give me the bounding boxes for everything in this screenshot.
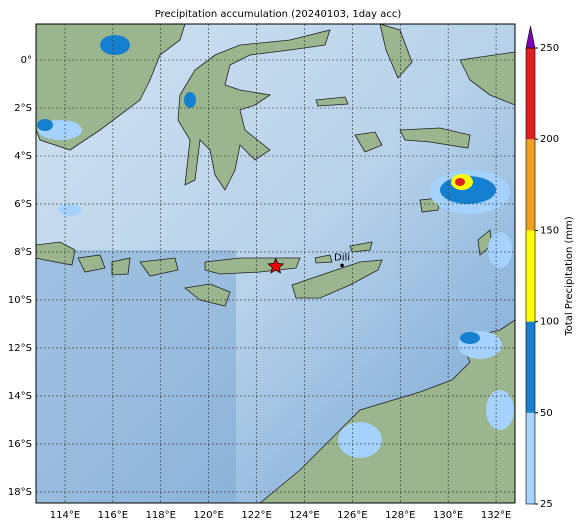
lon-tick-label: 126°E — [337, 510, 367, 521]
title: Precipitation accumulation (20240103, 1d… — [155, 9, 402, 20]
lat-tick-label: 10°S — [8, 295, 32, 306]
lat-tick-label: 14°S — [8, 391, 32, 402]
colorbar-extend — [525, 25, 536, 49]
lat-tick-label: 16°S — [8, 439, 32, 450]
axes: 114°E 116°E 118°E 120°E 122°E 124°E 126°E 128°E… — [8, 55, 511, 521]
colorbar-segment — [526, 412, 535, 504]
colorbar-tick-label: 25 — [540, 499, 553, 510]
colorbar-tick-label: 50 — [540, 408, 553, 419]
colorbar-segment — [526, 139, 535, 231]
lon-tick-label: 118°E — [146, 510, 176, 521]
colorbar-label: Total Precipitation (mm) — [564, 216, 575, 337]
lon-tick-label: 120°E — [193, 510, 223, 521]
lon-tick-label: 116°E — [98, 510, 128, 521]
lat-tick-label: 4°S — [14, 151, 32, 162]
lat-tick-label: 8°S — [14, 247, 32, 258]
lon-tick-label: 130°E — [433, 510, 463, 521]
colorbar-tick-label: 150 — [540, 225, 559, 236]
lat-tick-label: 2°S — [14, 103, 32, 114]
colorbar-tick-label: 200 — [540, 134, 559, 145]
map-frame — [35, 23, 516, 504]
land — [36, 24, 515, 503]
colorbar-segment — [526, 230, 535, 322]
lon-tick-label: 132°E — [481, 510, 511, 521]
lat-tick-label: 18°S — [8, 487, 32, 498]
colorbar: 25 50 100 150 200 250 Total Precipitation (mm) — [525, 25, 575, 510]
epicenter-star — [267, 257, 285, 274]
colorbar-frame — [525, 47, 536, 505]
lat-tick-label: 0° — [21, 55, 32, 66]
colorbar-segment — [526, 48, 535, 140]
lat-tick-label: 12°S — [8, 343, 32, 354]
city-dot — [340, 263, 344, 268]
lon-tick-label: 122°E — [241, 510, 271, 521]
city-label: Dili — [334, 252, 350, 263]
lat-tick-label: 6°S — [14, 199, 32, 210]
map-area: Dili — [36, 24, 515, 503]
lon-tick-label: 114°E — [50, 510, 80, 521]
colorbar-segment — [526, 321, 535, 413]
lon-tick-label: 124°E — [289, 510, 319, 521]
markers: Dili — [267, 252, 350, 274]
lon-tick-label: 128°E — [385, 510, 415, 521]
precipitation — [37, 35, 514, 458]
colorbar-tick-label: 100 — [540, 317, 559, 328]
colorbar-tick-label: 250 — [540, 43, 559, 54]
